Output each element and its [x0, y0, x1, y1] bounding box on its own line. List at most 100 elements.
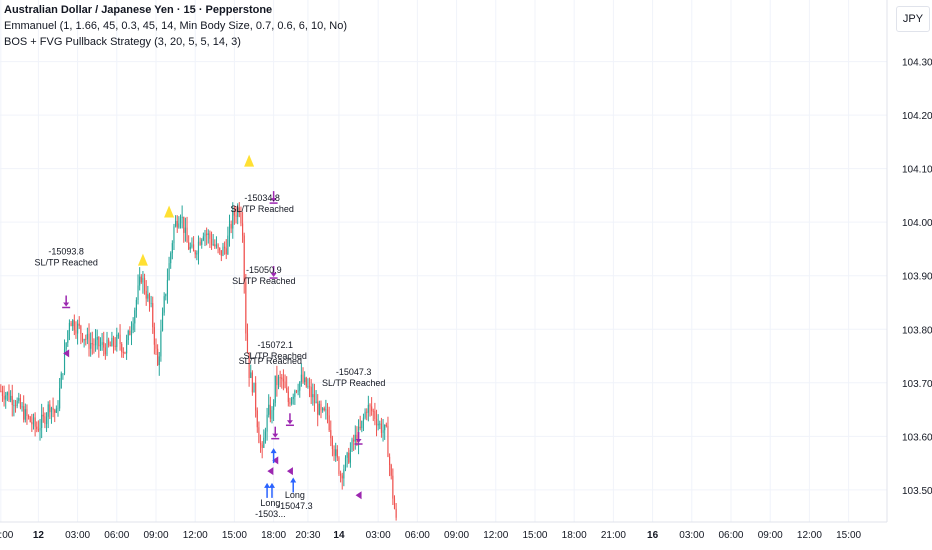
candle-body: [3, 395, 5, 400]
candle-body: [127, 330, 129, 341]
candle-body: [202, 236, 204, 240]
candle-body: [346, 452, 348, 458]
candle-body: [305, 377, 307, 387]
symbol-title[interactable]: Australian Dollar / Japanese Yen · 15 · …: [4, 4, 273, 16]
indicator-emmanuel-label[interactable]: Emmanuel (1, 1.66, 45, 0.3, 45, 14, Min …: [4, 20, 348, 32]
candle-body: [266, 414, 268, 432]
candle-body: [268, 404, 270, 415]
chart-legend: Australian Dollar / Japanese Yen · 15 · …: [4, 2, 347, 50]
x-tick-label: 20:30: [295, 530, 320, 541]
candle-body: [256, 410, 258, 428]
candle-body: [121, 343, 123, 352]
x-tick-label: 06:00: [104, 530, 129, 541]
price-axis[interactable]: 104.300 104.200 104.100 104.000 103.900 103.8…: [886, 0, 932, 522]
signal-triangle-icon: [137, 253, 148, 266]
candle-body: [165, 294, 167, 297]
candle-body: [23, 406, 25, 420]
candle-body: [109, 345, 111, 347]
trade-annotation-label: -15047.3: [336, 367, 372, 377]
candle-body: [88, 333, 90, 349]
candle-body: [389, 456, 391, 465]
candle-body: [335, 449, 337, 456]
candle-body: [106, 339, 108, 355]
candle-body: [47, 404, 49, 417]
candle-body: [193, 244, 195, 252]
candle-body: [184, 227, 186, 233]
indicator-strategy-label[interactable]: BOS + FVG Pullback Strategy (3, 20, 5, 5…: [4, 36, 241, 48]
candle-body: [148, 294, 151, 304]
candle-body: [209, 233, 211, 239]
candle-body: [142, 277, 144, 283]
y-tick-label: 103.600: [902, 432, 932, 443]
candle-body: [62, 373, 64, 375]
candle-body: [189, 246, 191, 250]
exit-arrow-head-icon: [286, 420, 293, 425]
candle-body: [279, 377, 281, 379]
candle-body: [361, 420, 363, 429]
candle-body: [34, 417, 36, 427]
candle-body: [155, 344, 157, 349]
candle-body: [343, 469, 345, 479]
candle-body: [50, 407, 53, 413]
signal-triangle-icon: [164, 205, 175, 218]
currency-button[interactable]: JPY: [896, 6, 930, 32]
candle-body: [139, 276, 141, 286]
side-marker-icon: [286, 467, 293, 476]
candle-body: [166, 279, 169, 295]
candle-body: [157, 348, 159, 365]
candle-body: [375, 418, 378, 426]
candle-body: [80, 325, 82, 334]
candle-body: [264, 431, 267, 438]
candle-body: [73, 320, 75, 331]
long-entry-label: -1503...: [255, 509, 286, 519]
candle-body: [114, 345, 116, 347]
time-axis[interactable]: 21:00 12 03:00 06:00 09:00 12:00 15:00 18:00 20:…: [0, 521, 887, 541]
candle-body: [385, 424, 387, 427]
candle-body: [340, 473, 342, 476]
candle-body: [175, 220, 177, 227]
candle-body: [145, 290, 147, 299]
candle-body: [29, 416, 31, 422]
candle-body: [1, 390, 4, 396]
markers-layer: -15093.8SL/TP Reached-15034.8SL/TP Reach…: [34, 154, 385, 519]
x-tick-label: 12:00: [483, 530, 508, 541]
y-tick-label: 104.300: [902, 58, 932, 69]
candle-body: [219, 247, 221, 251]
long-arrow-head-icon: [270, 448, 277, 454]
candle-body: [392, 475, 394, 499]
trade-annotation-label: SL/TP Reached: [322, 378, 385, 388]
candle-body: [5, 395, 7, 400]
candle-body: [81, 333, 84, 341]
candle-body: [312, 394, 314, 398]
side-marker-icon: [272, 456, 279, 465]
trade-annotation-label: SL/TP Reached: [34, 257, 97, 267]
candle-body: [19, 398, 21, 408]
x-tick-label: 12: [33, 530, 45, 541]
candle-body: [295, 390, 298, 392]
candle-body: [336, 449, 338, 458]
candle-body: [60, 373, 62, 389]
candle-body: [32, 417, 35, 425]
candle-body: [224, 246, 226, 249]
exit-arrow-head-icon: [63, 302, 70, 307]
candle-body: [307, 385, 309, 387]
x-tick-label: 15:00: [522, 530, 547, 541]
candle-body: [10, 395, 12, 401]
candle-body: [116, 334, 118, 347]
exit-arrow-head-icon: [355, 439, 362, 444]
candle-body: [178, 223, 180, 228]
candle-body: [0, 390, 2, 392]
long-entry-label: Long: [285, 490, 305, 500]
candle-body: [130, 329, 133, 336]
candle-body: [160, 330, 162, 357]
candle-body: [196, 253, 198, 255]
x-tick-label: 09:00: [758, 530, 783, 541]
candle-body: [85, 339, 87, 340]
candle-body: [287, 391, 289, 403]
grid-lines: [0, 0, 887, 522]
candle-body: [101, 342, 103, 345]
candle-body: [199, 241, 201, 245]
candle-body: [271, 410, 273, 419]
trade-annotation-label: SL/TP Reached: [232, 276, 295, 286]
